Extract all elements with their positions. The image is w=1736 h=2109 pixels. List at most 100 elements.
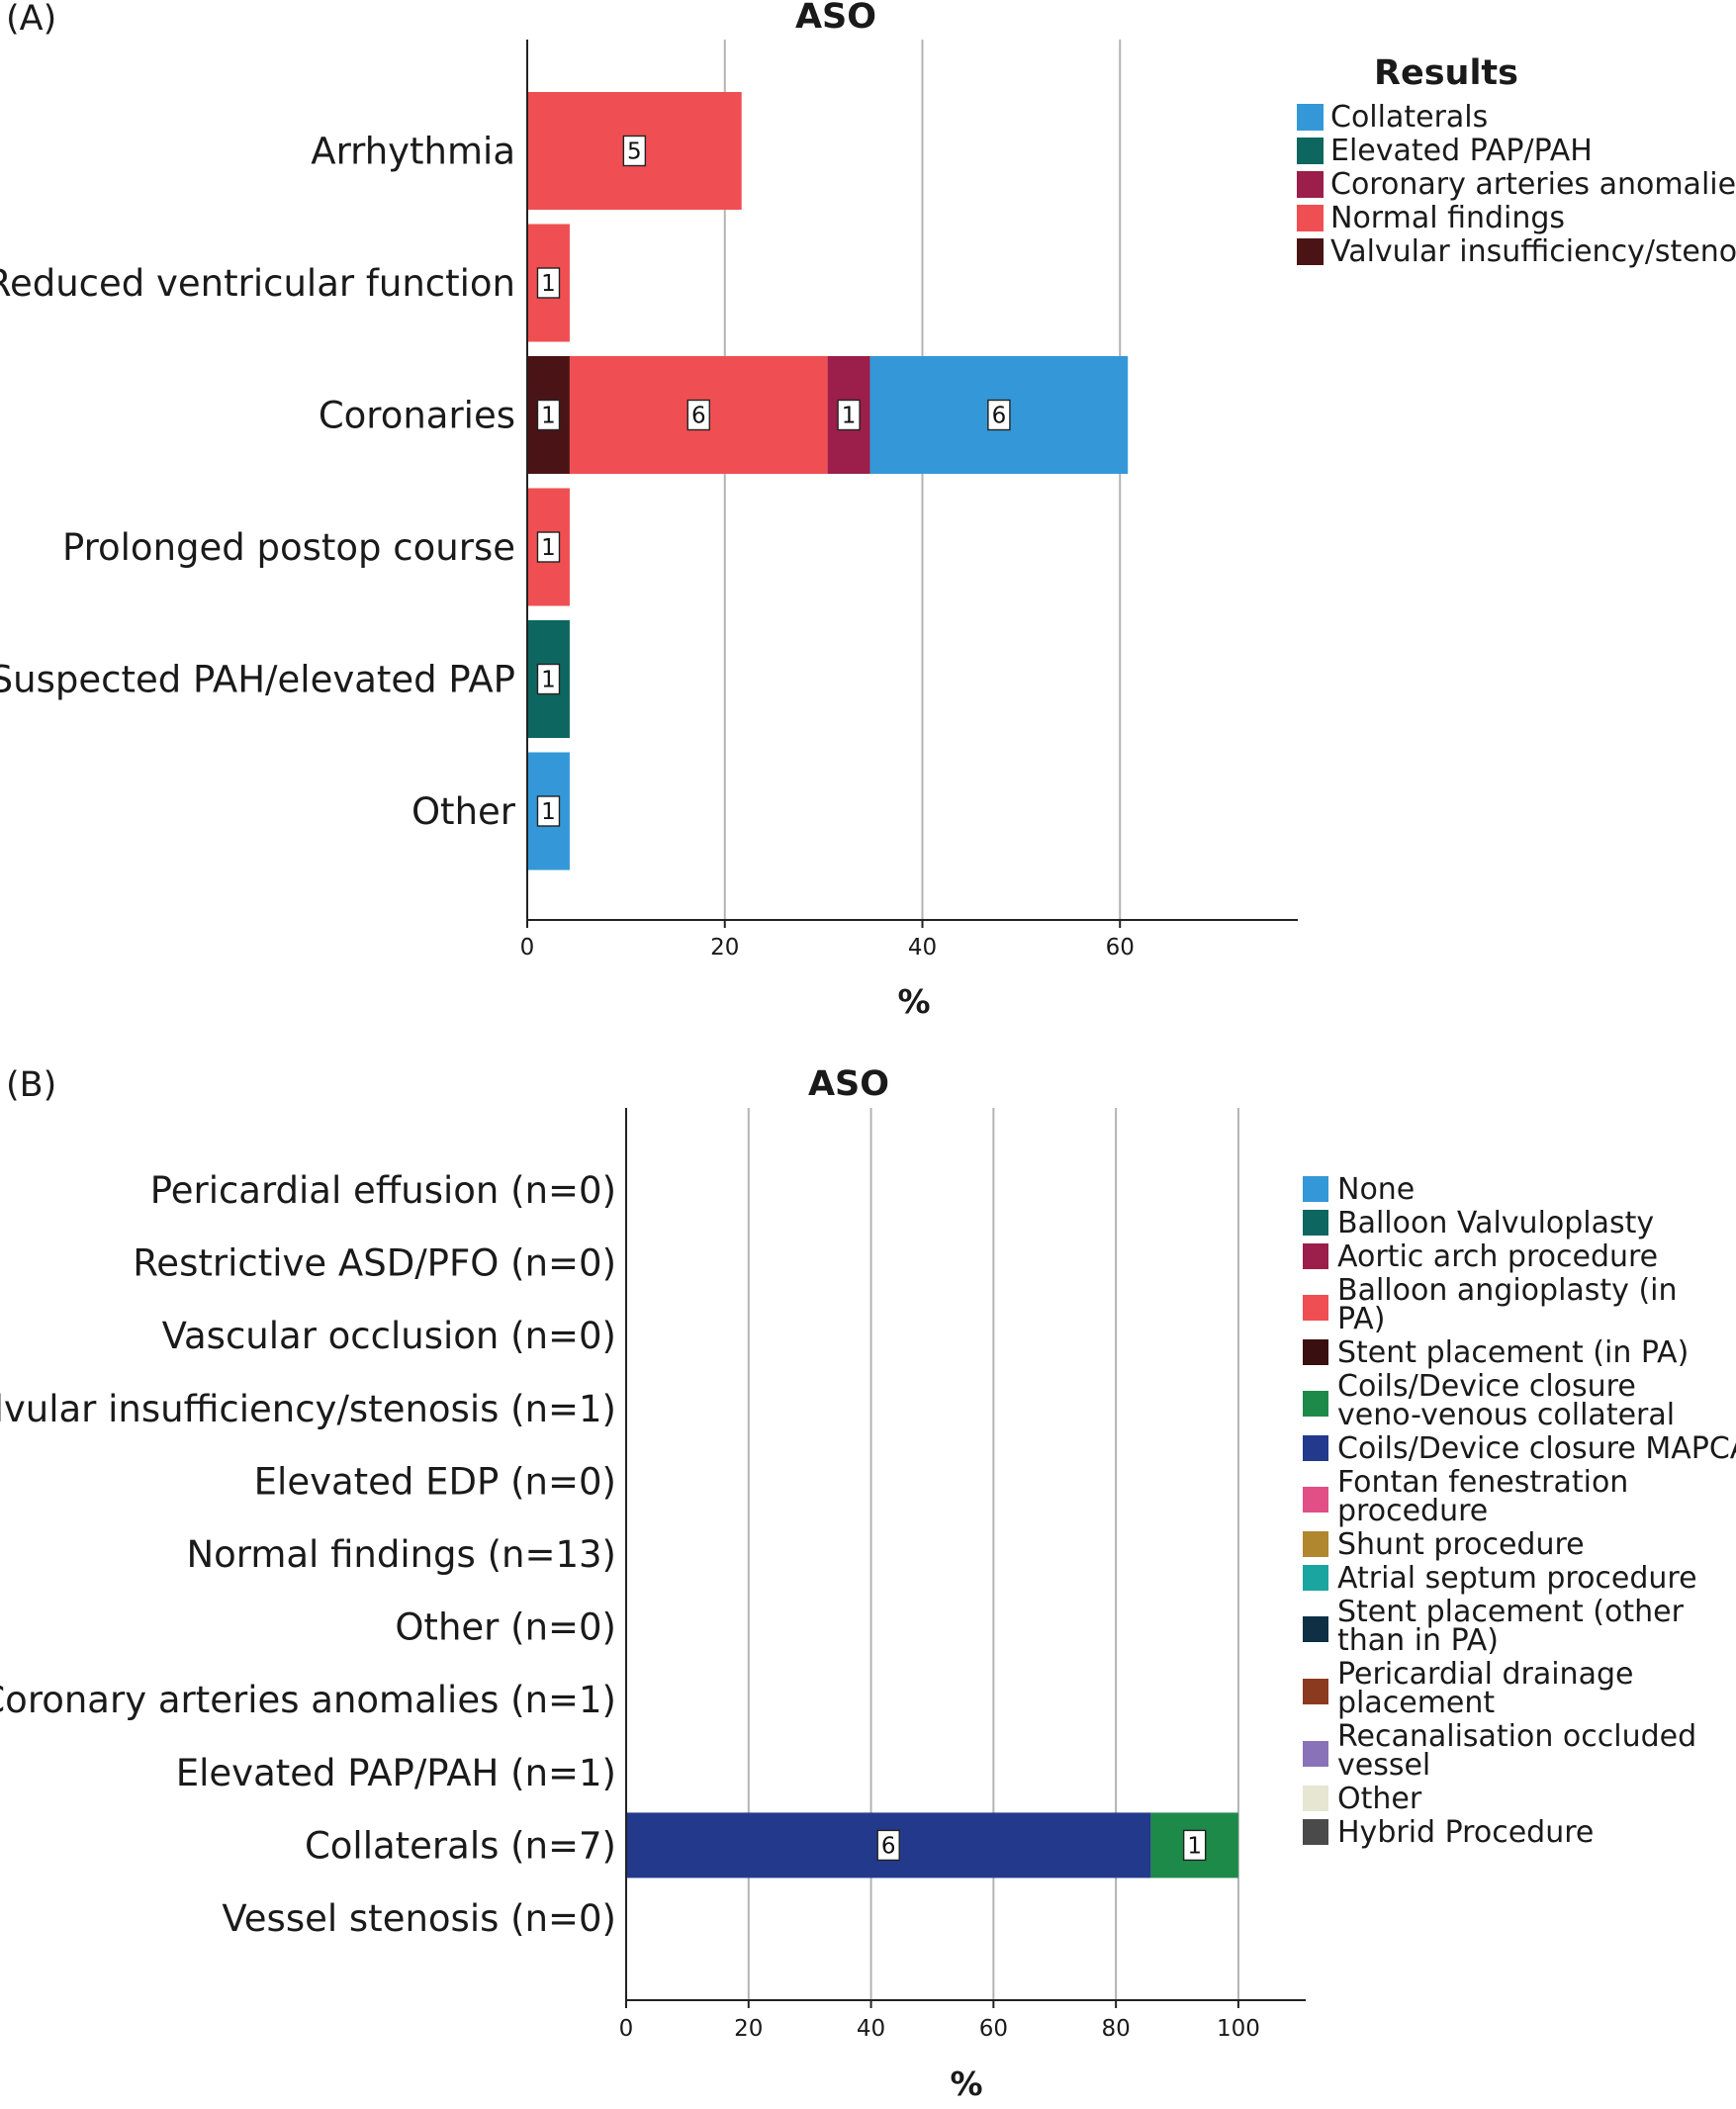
legend-swatch-shunt-procedure (1303, 1531, 1328, 1557)
data-label-box (622, 135, 647, 167)
panel-label: (B) (6, 1065, 56, 1105)
legend-label-line: vessel (1337, 1748, 1430, 1783)
legend-swatch-recanalisation-occluded-vessel (1303, 1741, 1328, 1767)
legend-label-line: Recanalisation occluded (1337, 1719, 1696, 1754)
legend-label: Coils/Device closure veno-venous collater… (1337, 1369, 1675, 1432)
x-tick-label: 40 (857, 2016, 885, 2042)
data-label-box (686, 399, 710, 431)
legend-swatch-none (1303, 1176, 1328, 1202)
legend-label-line: Fontan fenestration (1337, 1465, 1628, 1500)
category-label: Elevated EDP (n=0) (254, 1460, 616, 1503)
legend-swatch-hybrid-procedure (1303, 1819, 1328, 1845)
data-label: 6 (992, 404, 1007, 429)
data-label-box (536, 399, 561, 431)
x-tick-label: 60 (1106, 935, 1135, 961)
data-label-box (1182, 1829, 1207, 1862)
data-label-box (536, 531, 561, 563)
category-label: Arrhythmia (311, 131, 515, 173)
data-label-box (536, 267, 561, 299)
legend-label: Recanalisation occluded vessel (1337, 1719, 1696, 1783)
x-axis-label: % (897, 982, 930, 1021)
data-label: 1 (541, 404, 556, 429)
category-label: Reduced ventricular function (0, 262, 515, 305)
legend-label: Coils/Device closure MAPCA (1337, 1431, 1736, 1466)
legend-label-line: Other (1337, 1782, 1422, 1816)
legend-swatch-elevated-pap-pah (1297, 138, 1324, 164)
legend-swatch-stent-placement-in-pa (1303, 1339, 1328, 1365)
x-tick-label: 100 (1217, 2016, 1260, 2042)
chart-panel-a: (A) ASO Arrhythmia 5 Reduced ventricular fun… (0, 0, 1736, 1021)
data-label: 6 (691, 404, 706, 429)
legend-label-line: Pericardial drainage (1337, 1657, 1633, 1692)
legend-label-line: Coils/Device closure MAPCA (1337, 1431, 1736, 1466)
legend-label-line: Balloon Valvuloplasty (1337, 1206, 1654, 1240)
x-tick-label: 0 (619, 2016, 634, 2042)
legend-label-line: placement (1337, 1686, 1495, 1720)
legend-swatch-coils-device-closure-mapca (1303, 1435, 1328, 1461)
legend-swatch-collaterals (1297, 104, 1324, 131)
data-label-box (536, 663, 561, 695)
legend-label-line: Normal findings (1330, 201, 1565, 235)
legend-label-line: Shunt procedure (1337, 1527, 1585, 1562)
legend-swatch-other (1303, 1786, 1328, 1811)
category-label: Vessel stenosis (n=0) (222, 1897, 616, 1940)
legend-swatch-stent-placement-other-than-in-pa (1303, 1616, 1328, 1642)
category-label: Coronaries (319, 395, 515, 437)
x-tick-label: 40 (908, 935, 937, 961)
legend-label-line: veno-venous collateral (1337, 1398, 1675, 1432)
legend-title: Results (1374, 53, 1518, 93)
x-axis-label: % (950, 2064, 982, 2103)
legend-label: Collaterals (1330, 100, 1488, 135)
category-label: Pericardial effusion (n=0) (150, 1169, 616, 1212)
data-label-box (876, 1829, 900, 1862)
category-label: Suspected PAH/elevated PAP (0, 659, 515, 701)
legend-swatch-valvular-insufficiency-stenosis (1297, 238, 1324, 265)
data-label: 1 (541, 535, 556, 561)
legend-label: Coronary arteries anomalies (1330, 167, 1736, 202)
legend-label: Aortic arch procedure (1337, 1239, 1658, 1274)
x-tick-label: 20 (710, 935, 739, 961)
legend-label-line: Balloon angioplasty (in (1337, 1273, 1678, 1308)
category-label: Prolonged postop course (62, 526, 515, 569)
legend-swatch-pericardial-drainage-placement (1303, 1679, 1328, 1704)
x-tick-label: 80 (1101, 2016, 1130, 2042)
x-tick-label: 20 (734, 2016, 763, 2042)
panel-label: (A) (6, 0, 56, 39)
legend-label-line: Collaterals (1330, 100, 1488, 135)
legend-label: Normal findings (1330, 201, 1565, 235)
category-label: Collaterals (n=7) (305, 1824, 616, 1867)
legend-swatch-coils-device-closure-veno-venous-collateral (1303, 1391, 1328, 1417)
category-label: Coronary arteries anomalies (n=1) (0, 1679, 616, 1721)
legend-label-line: Hybrid Procedure (1337, 1815, 1594, 1850)
data-label: 1 (541, 799, 556, 825)
category-label: Vascular occlusion (n=0) (162, 1315, 616, 1357)
chart-panel-b: (B) ASO Pericardial effusion (n=0) Restrict… (0, 1064, 1736, 2103)
legend-label-line: PA) (1337, 1302, 1385, 1336)
legend-label: Shunt procedure (1337, 1527, 1585, 1562)
data-label-box (837, 399, 861, 431)
legend-label: None (1337, 1172, 1415, 1207)
legend-swatch-fontan-fenestration-procedure (1303, 1487, 1328, 1513)
data-label: 1 (842, 404, 857, 429)
chart-title: ASO (795, 0, 876, 37)
legend-label-line: than in PA) (1337, 1623, 1499, 1658)
legend-swatch-atrial-septum-procedure (1303, 1565, 1328, 1591)
legend-label: Balloon angioplasty (in PA) (1337, 1273, 1678, 1336)
data-label-box (987, 399, 1011, 431)
legend-swatch-coronary-arteries-anomalies (1297, 171, 1324, 198)
legend-label: Fontan fenestration procedure (1337, 1465, 1628, 1528)
legend-label: Elevated PAP/PAH (1330, 134, 1593, 168)
chart-title: ASO (808, 1064, 889, 1104)
category-label: Valvular insufficiency/stenosis (n=1) (0, 1388, 616, 1430)
legend-label-line: Atrial septum procedure (1337, 1561, 1697, 1596)
data-label: 1 (1187, 1833, 1202, 1859)
legend-label: Valvular insufficiency/stenosis (1330, 234, 1736, 269)
legend-label: Other (1337, 1782, 1422, 1816)
x-tick-label: 0 (520, 935, 535, 961)
legend-label-line: Stent placement (other (1337, 1595, 1685, 1629)
category-label: Elevated PAP/PAH (n=1) (176, 1752, 616, 1794)
legend-label-line: Coronary arteries anomalies (1330, 167, 1736, 202)
legend-label-line: Stent placement (in PA) (1337, 1335, 1689, 1370)
